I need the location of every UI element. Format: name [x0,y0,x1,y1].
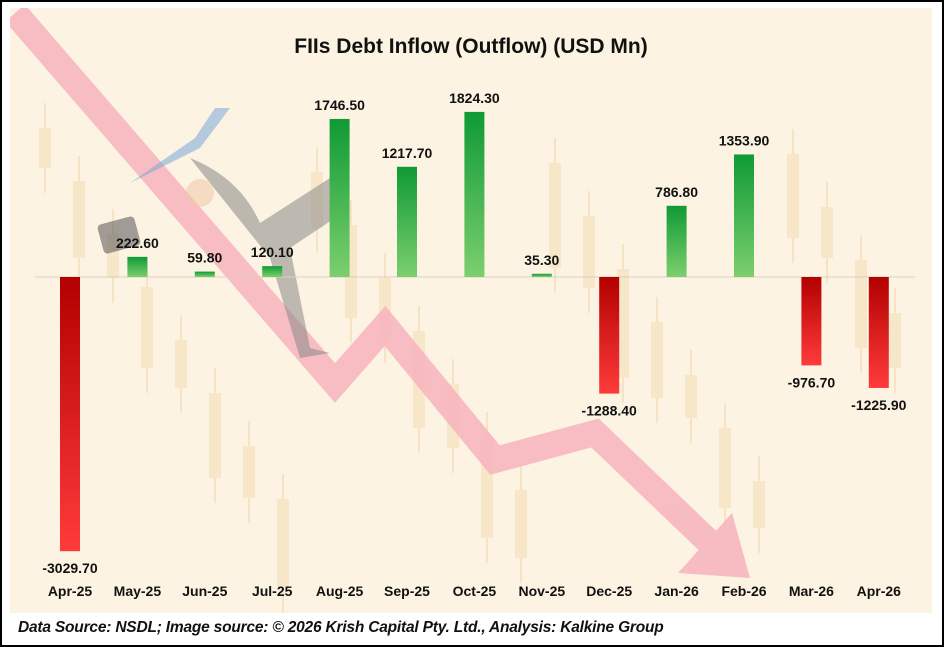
candle-body [821,207,833,258]
data-label: 120.10 [251,244,294,260]
candle-body [583,216,595,288]
candle-body [753,481,765,528]
candle-body [243,446,255,498]
falling-man-illustration [97,108,350,358]
data-label: 1353.90 [719,132,770,148]
data-label: -976.70 [788,374,836,390]
x-tick-label: Mar-26 [789,583,834,599]
x-tick-label: Dec-25 [586,583,632,599]
candle-body [787,154,799,238]
bar-Oct-25 [464,111,485,277]
bar-Feb-26 [734,154,754,277]
bar-Mar-26 [801,277,822,366]
candle-body [617,269,629,378]
candle-body [277,499,289,588]
x-tick-label: Jan-26 [654,583,699,599]
x-tick-label: Aug-25 [316,583,364,599]
x-tick-label: Oct-25 [453,583,497,599]
data-label: 1824.30 [449,90,500,106]
plot-background [10,8,932,613]
candle-body [719,428,731,508]
bar-Jul-25 [262,266,283,277]
x-tick-label: Jul-25 [252,583,293,599]
data-label: 222.60 [116,235,159,251]
x-tick-label: Sep-25 [384,583,430,599]
data-label: -1225.90 [851,397,906,413]
bar-Aug-25 [329,118,350,278]
bar-May-25 [127,256,148,277]
data-source-footer: Data Source: NSDL; Image source: © 2026 … [18,619,664,636]
candle-body [855,260,867,348]
data-label: 1746.50 [314,97,365,113]
x-tick-label: Nov-25 [518,583,565,599]
candle-body [175,340,187,388]
x-tick-label: Apr-26 [857,583,902,599]
bar-Sep-25 [397,166,417,277]
x-tick-label: May-25 [114,583,162,599]
bar-chart: FIIs Debt Inflow (Outflow) (USD Mn) -302… [10,8,932,613]
data-label: 1217.70 [382,145,433,161]
candle-body [651,322,663,398]
data-label: -1288.40 [582,403,637,419]
data-label: -3029.70 [42,560,97,576]
data-label: 59.80 [187,250,222,266]
data-label: 35.30 [524,252,559,268]
candle-body [73,181,85,258]
x-tick-label: Apr-25 [48,583,93,599]
falling-trend-arrow [10,8,750,578]
bar-Apr-25 [60,277,80,552]
candle-body [889,313,901,368]
bar-Jan-26 [666,205,687,277]
bar-Nov-25 [531,273,552,277]
candle-body [141,287,153,368]
bar-Dec-25 [599,277,620,394]
candle-body [39,128,51,168]
x-tick-label: Jun-25 [182,583,227,599]
bar-Jun-25 [194,271,215,277]
candle-body [685,375,697,418]
bar-Apr-26 [868,277,889,388]
candle-body [209,393,221,478]
candle-body [515,490,527,558]
chart-title: FIIs Debt Inflow (Outflow) (USD Mn) [294,35,647,58]
data-label: 786.80 [655,184,698,200]
candle-body [549,163,561,268]
x-tick-label: Feb-26 [721,583,766,599]
